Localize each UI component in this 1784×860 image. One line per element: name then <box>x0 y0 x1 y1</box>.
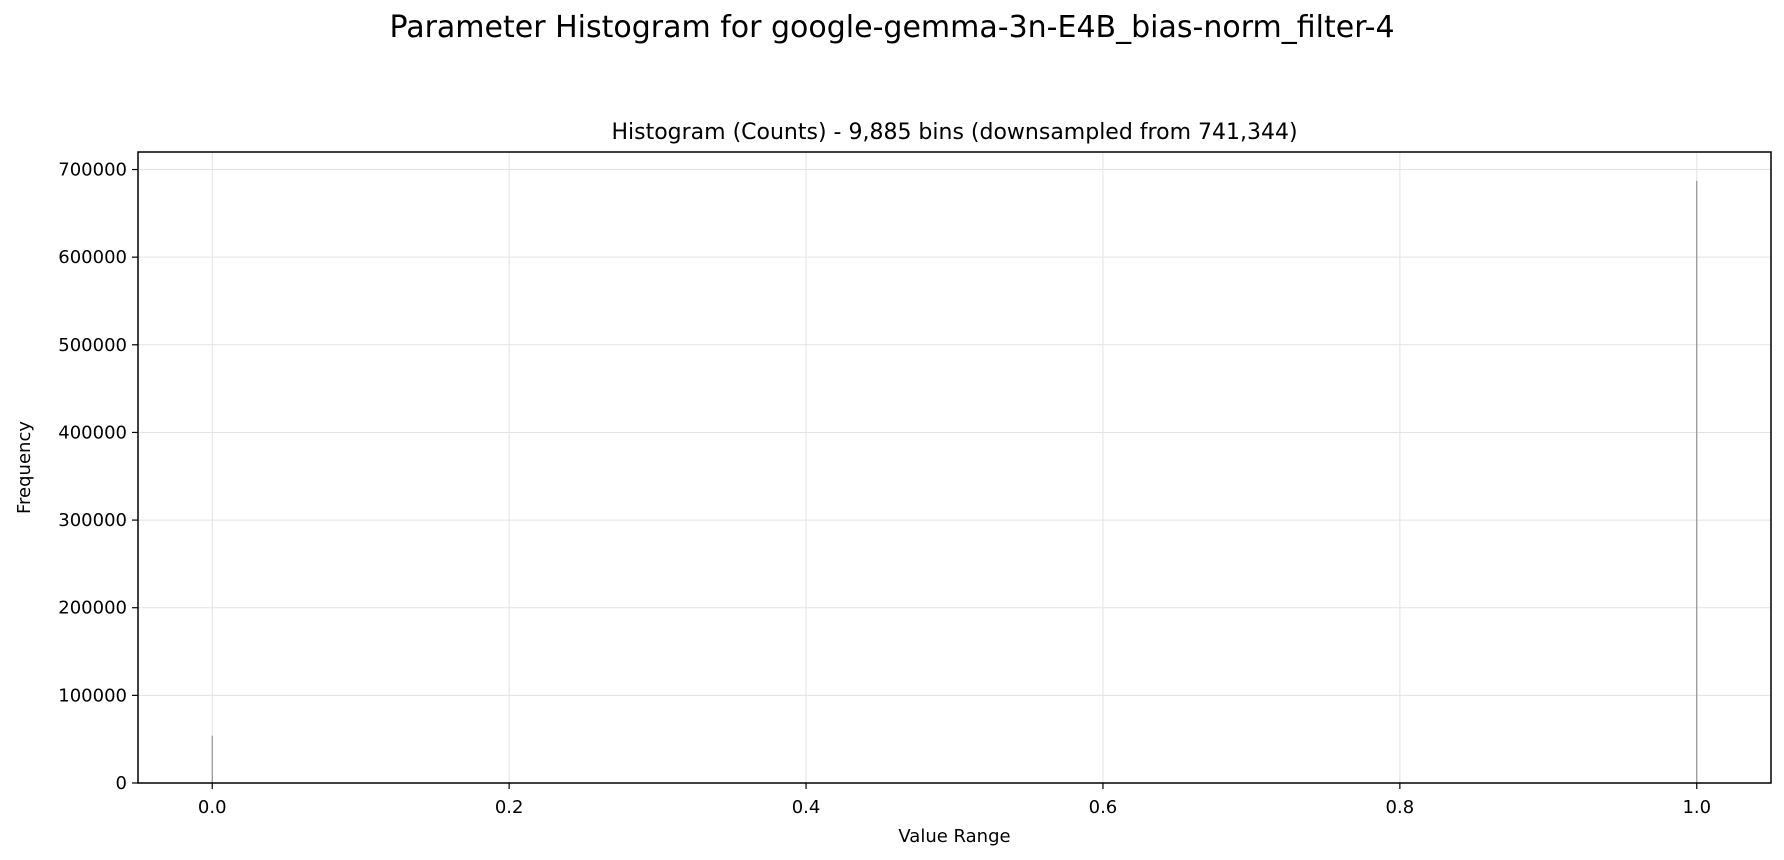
y-tick-label: 100000 <box>58 685 127 706</box>
x-tick-label: 0.4 <box>792 797 821 818</box>
y-tick-label: 0 <box>116 773 127 794</box>
ticks: 0.0 0.2 0.4 0.6 0.8 1.0 0 100000 200000 300000 400… <box>58 160 1711 818</box>
y-tick-label: 400000 <box>58 422 127 443</box>
y-tick-label: 500000 <box>58 335 127 356</box>
bars <box>211 180 1698 783</box>
axes-frame <box>137 151 1772 784</box>
figure-title: Parameter Histogram for google-gemma-3n-… <box>389 10 1395 45</box>
histogram-bar <box>1696 180 1698 783</box>
y-tick-label: 300000 <box>58 510 127 531</box>
y-axis-label: Frequency <box>14 421 35 514</box>
x-axis-label: Value Range <box>898 826 1010 847</box>
y-tick-label: 700000 <box>58 160 127 181</box>
x-tick-label: 0.2 <box>495 797 524 818</box>
grid-lines <box>138 152 1771 784</box>
x-tick-label: 0.6 <box>1089 797 1118 818</box>
y-tick-label: 600000 <box>58 247 127 268</box>
axes-title: Histogram (Counts) - 9,885 bins (downsam… <box>611 120 1297 145</box>
x-tick-label: 0.8 <box>1386 797 1415 818</box>
x-tick-label: 0.0 <box>198 797 227 818</box>
y-tick-label: 200000 <box>58 598 127 619</box>
x-tick-label: 1.0 <box>1682 797 1711 818</box>
histogram-bar <box>211 735 213 783</box>
